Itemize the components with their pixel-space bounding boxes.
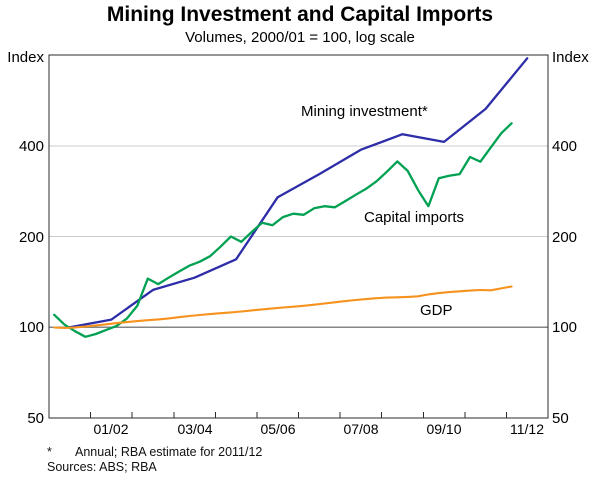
y-tick-right-100: 100 (552, 319, 578, 336)
y-axis-unit-right: Index (552, 49, 589, 66)
y-tick-left-400: 400 (18, 138, 44, 155)
series-label-capital-imports: Capital imports (364, 209, 465, 226)
sources-line: Sources: ABS; RBA (47, 460, 157, 474)
x-tick-0304: 03/04 (177, 421, 213, 437)
y-axis-unit-left: Index (7, 49, 44, 66)
y-tick-right-50: 50 (552, 410, 569, 427)
y-tick-left-100: 100 (18, 319, 44, 336)
x-tick-0708: 07/08 (343, 421, 379, 437)
series-label-mining-investment: Mining investment* (301, 103, 428, 120)
y-tick-right-400: 400 (552, 138, 578, 155)
series-label-gdp: GDP (420, 302, 453, 319)
chart-title: Mining Investment and Capital Imports (106, 3, 494, 26)
x-tick-0506: 05/06 (260, 421, 296, 437)
footnote-text: Annual; RBA estimate for 2011/12 (75, 445, 263, 459)
footnote-asterisk: * (47, 445, 52, 459)
x-tick-0910: 09/10 (426, 421, 462, 437)
y-tick-right-200: 200 (552, 229, 578, 246)
x-tick-1112: 11/12 (510, 421, 544, 437)
y-tick-left-50: 50 (27, 410, 44, 427)
x-tick-0102: 01/02 (93, 421, 129, 437)
y-tick-left-200: 200 (18, 229, 44, 246)
chart-subtitle: Volumes, 2000/01 = 100, log scale (185, 29, 415, 46)
